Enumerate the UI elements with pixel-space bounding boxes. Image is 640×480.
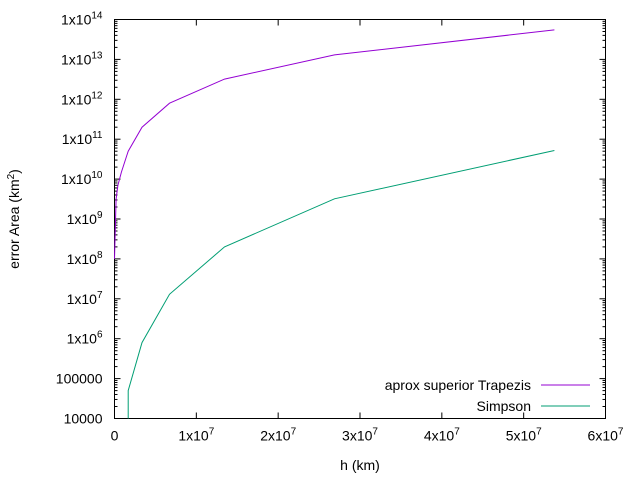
y-tick-label-exponent: 6: [97, 330, 103, 341]
x-tick-label-exponent: 7: [618, 427, 624, 438]
legend-label-2: Simpson: [477, 398, 531, 414]
y-tick-label: 1x109: [67, 210, 103, 227]
y-tick-label-mantissa: 1x10: [61, 51, 92, 67]
x-tick-label: 3x107: [342, 427, 378, 444]
x-tick-label-exponent: 7: [536, 427, 542, 438]
y-axis-label: error Area (km2): [6, 169, 22, 269]
y-axis-label-suffix: ): [6, 169, 22, 174]
y-tick-label-exponent: 10: [91, 170, 103, 181]
x-tick-label: 1x107: [178, 427, 214, 444]
series-line-2: [127, 150, 555, 419]
y-tick-label: 100000: [56, 371, 103, 387]
x-tick-label-mantissa: 1x10: [178, 428, 209, 444]
y-tick-label: 1x1014: [61, 11, 103, 28]
y-tick-label-mantissa: 1x10: [67, 211, 98, 227]
x-tick-label-exponent: 7: [454, 427, 460, 438]
y-axis-label-prefix: error Area (km: [6, 179, 22, 268]
y-tick-label-exponent: 14: [91, 11, 103, 22]
legend-label-1: aprox superior Trapezis: [385, 377, 531, 393]
y-tick-label-mantissa: 1x10: [67, 251, 98, 267]
x-axis-ticks: 0 1x107 2x107 3x107 4x107 5x107 6x107: [111, 19, 624, 444]
x-tick-label-mantissa: 2x10: [260, 428, 291, 444]
y-axis-ticks: 100001000001x1061x1071x1081x1091x10101x1…: [56, 11, 606, 427]
y-tick-label-exponent: 9: [97, 210, 103, 221]
y-tick-label: 1x106: [67, 330, 103, 347]
y-tick-label: 1x1011: [62, 130, 103, 147]
y-tick-label: 1x1013: [61, 50, 103, 67]
x-tick-label: 2x107: [260, 427, 296, 444]
x-tick-label-mantissa: 5x10: [506, 428, 537, 444]
y-tick-label-mantissa: 1x10: [61, 91, 92, 107]
y-tick-label: 1x1012: [61, 90, 103, 107]
x-tick-label-mantissa: 4x10: [424, 428, 455, 444]
plot-frame: [114, 19, 606, 419]
y-tick-label-mantissa: 100000: [56, 371, 103, 387]
plot-area-border: [114, 19, 606, 419]
y-tick-label-mantissa: 1x10: [67, 291, 98, 307]
x-axis-label: h (km): [340, 457, 380, 473]
x-tick-label-exponent: 7: [372, 427, 378, 438]
y-tick-label-exponent: 8: [97, 250, 103, 261]
x-tick-label: 5x107: [506, 427, 542, 444]
y-tick-label-mantissa: 1x10: [62, 131, 93, 147]
y-tick-label-mantissa: 10000: [64, 411, 103, 427]
y-tick-label-mantissa: 1x10: [61, 12, 92, 28]
x-tick-label: 6x107: [588, 427, 624, 444]
legend: aprox superior Trapezis Simpson: [385, 377, 590, 414]
x-tick-label: 0: [111, 428, 119, 444]
y-tick-label-mantissa: 1x10: [61, 171, 92, 187]
series-lines: [114, 29, 555, 419]
y-tick-label-exponent: 7: [97, 290, 103, 301]
x-tick-label-exponent: 7: [291, 427, 297, 438]
y-tick-label-exponent: 11: [92, 130, 103, 141]
x-tick-label-mantissa: 3x10: [342, 428, 373, 444]
y-tick-label: 1x108: [67, 250, 103, 267]
x-tick-label-exponent: 7: [209, 427, 215, 438]
series-line-1: [114, 29, 555, 259]
y-axis-label-sup: 2: [6, 173, 17, 179]
x-tick-label: 4x107: [424, 427, 460, 444]
x-tick-label-mantissa: 0: [111, 428, 119, 444]
y-tick-label: 1x107: [67, 290, 103, 307]
x-tick-label-mantissa: 6x10: [588, 428, 619, 444]
y-tick-label: 10000: [64, 411, 103, 427]
y-tick-label-exponent: 13: [91, 50, 103, 61]
y-tick-label-exponent: 12: [91, 90, 103, 101]
y-tick-label: 1x1010: [61, 170, 103, 187]
y-tick-label-mantissa: 1x10: [67, 331, 98, 347]
